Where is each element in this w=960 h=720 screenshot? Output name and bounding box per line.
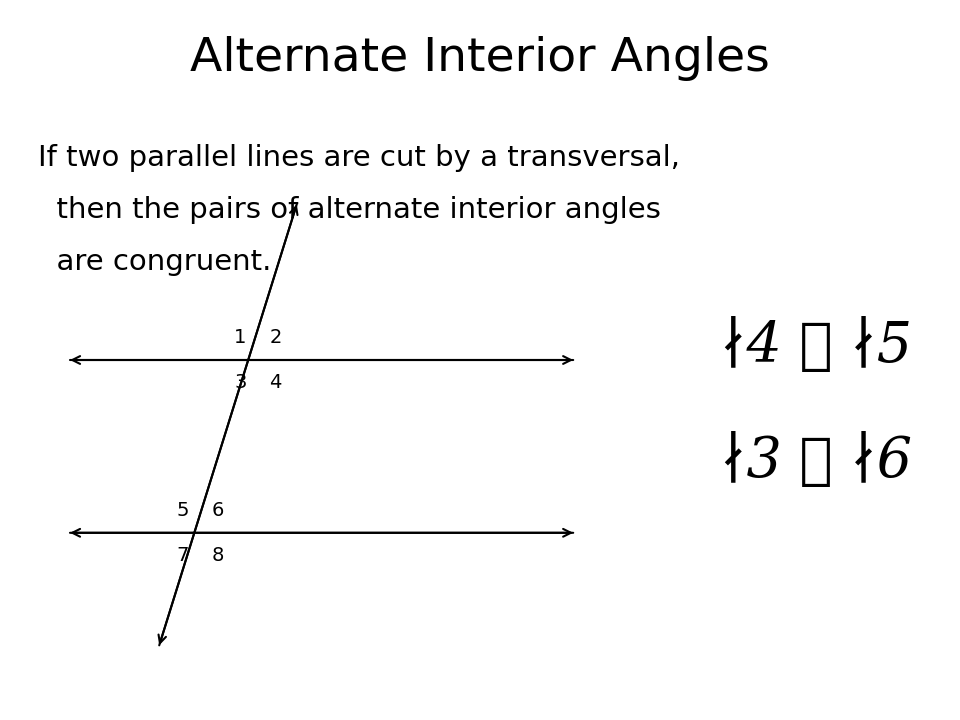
Text: 5: 5 — [177, 501, 189, 520]
Text: 3: 3 — [234, 373, 247, 392]
Text: 6: 6 — [211, 501, 224, 520]
Text: 4: 4 — [269, 373, 281, 392]
Text: 8: 8 — [211, 546, 224, 564]
Text: ∤3 ≅ ∤6: ∤3 ≅ ∤6 — [720, 433, 912, 489]
Text: ∤4 ≅ ∤5: ∤4 ≅ ∤5 — [720, 318, 912, 374]
Text: 2: 2 — [269, 328, 281, 347]
Text: then the pairs of alternate interior angles: then the pairs of alternate interior ang… — [38, 196, 661, 224]
Text: are congruent.: are congruent. — [38, 248, 272, 276]
Text: 7: 7 — [177, 546, 189, 564]
Text: Alternate Interior Angles: Alternate Interior Angles — [190, 36, 770, 81]
Text: If two parallel lines are cut by a transversal,: If two parallel lines are cut by a trans… — [38, 144, 681, 172]
Text: 1: 1 — [234, 328, 247, 347]
